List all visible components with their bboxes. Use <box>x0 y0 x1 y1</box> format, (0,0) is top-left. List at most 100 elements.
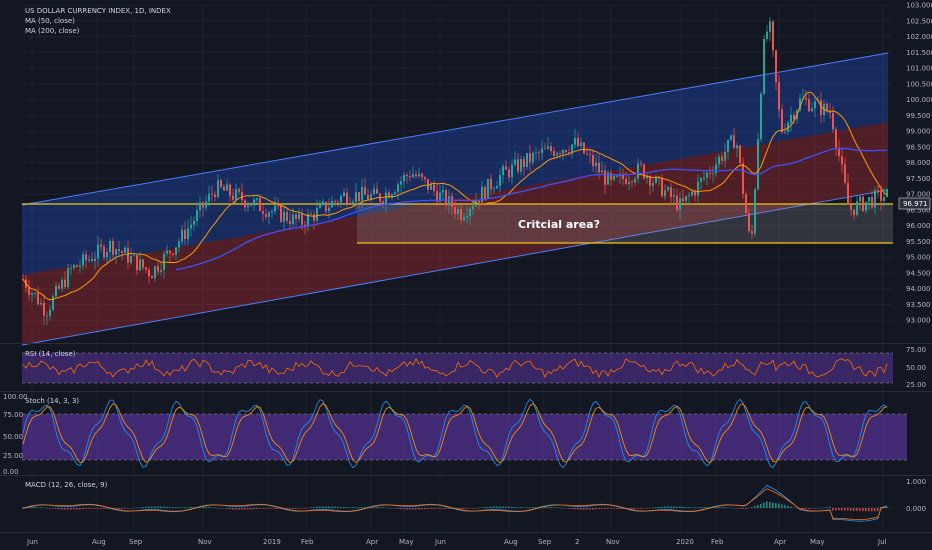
candle <box>250 205 252 207</box>
price-axis-label: 100.500 <box>906 80 932 88</box>
macd-bar <box>199 506 201 508</box>
channel-bottom-line <box>21 189 889 346</box>
candle <box>367 188 369 201</box>
candle <box>229 182 231 202</box>
macd-bar <box>469 508 471 509</box>
macd-bar <box>688 507 690 508</box>
candle <box>778 75 780 119</box>
macd-bar <box>805 508 807 510</box>
candle <box>76 264 78 268</box>
macd-bar <box>151 506 153 508</box>
candle <box>859 194 861 211</box>
candle <box>343 187 345 197</box>
price-axis[interactable]: 103.000 102.500 102.000 101.500 101.000 100.5… <box>906 2 932 325</box>
candle <box>688 192 690 205</box>
candle <box>418 167 420 179</box>
critical-area-box[interactable] <box>357 204 893 243</box>
candle <box>244 198 246 212</box>
price-axis-label: 95.500 <box>906 238 931 246</box>
macd-bar <box>181 507 183 508</box>
candle <box>313 210 315 230</box>
candle <box>775 49 777 91</box>
time-axis[interactable]: Jun Aug Sep Nov 2019 Feb Apr May Jun Aug Sep 2 Nov 20… <box>26 538 887 546</box>
ma200-legend: MA (200, close) <box>25 27 80 35</box>
macd-bar <box>244 508 246 510</box>
candle <box>46 311 48 325</box>
candle <box>31 290 33 303</box>
macd-bar <box>763 502 765 508</box>
candle <box>442 182 444 202</box>
candle <box>238 187 240 196</box>
candle <box>190 215 192 237</box>
macd-bar <box>784 505 786 508</box>
candle <box>112 237 114 261</box>
macd-bar <box>550 507 552 508</box>
macd-bar <box>826 507 828 508</box>
macd-bar <box>505 506 507 508</box>
macd-bar <box>859 508 861 512</box>
macd-bar <box>466 508 468 509</box>
candle <box>682 189 684 203</box>
macd-bar <box>445 508 447 509</box>
macd-bar <box>364 507 366 508</box>
candle <box>181 224 183 246</box>
candle <box>103 243 105 261</box>
macd-bar <box>634 508 636 509</box>
macd-bar <box>589 508 591 510</box>
macd-bar <box>802 508 804 510</box>
macd-bar <box>268 508 270 509</box>
candle <box>232 188 234 203</box>
macd-bar <box>811 508 813 509</box>
candle <box>505 159 507 170</box>
macd-bar <box>172 507 174 508</box>
macd-bar <box>652 507 654 508</box>
candle <box>100 238 102 252</box>
candle <box>352 199 354 208</box>
macd-bar <box>457 508 459 510</box>
macd-bar <box>307 507 309 509</box>
stoch-k-line <box>22 398 888 469</box>
candle <box>253 195 255 211</box>
macd-bar <box>838 508 840 511</box>
candle <box>211 185 213 202</box>
candle <box>325 201 327 215</box>
candle <box>172 252 174 257</box>
candle <box>40 298 42 307</box>
macd-bar <box>769 501 771 508</box>
critical-area-annotation[interactable]: Critcial area? <box>518 218 600 231</box>
candle <box>169 249 171 262</box>
candle <box>769 16 771 41</box>
macd-bar <box>394 508 396 509</box>
macd-bar <box>232 508 234 510</box>
time-axis-label: Feb <box>301 538 314 546</box>
candle <box>175 247 177 261</box>
macd-bar <box>28 506 30 508</box>
macd-bar <box>649 507 651 509</box>
candle <box>124 245 126 254</box>
macd-bar <box>334 506 336 508</box>
rsi-line <box>22 357 888 379</box>
macd-bar <box>361 507 363 508</box>
candle <box>673 188 675 204</box>
macd-bar <box>628 508 630 510</box>
price-axis-label: 93.500 <box>906 301 931 309</box>
candle <box>700 176 702 190</box>
candle <box>376 182 378 194</box>
macd-bar <box>325 506 327 508</box>
candle <box>697 174 699 203</box>
candle <box>646 173 648 184</box>
candle <box>865 201 867 214</box>
candle <box>721 152 723 165</box>
macd-bar <box>379 507 381 508</box>
channel-upper-fill <box>22 53 888 275</box>
candle <box>571 143 573 159</box>
candle <box>550 142 552 155</box>
macd-bar <box>139 507 141 508</box>
macd-bar <box>238 508 240 510</box>
macd-bar <box>79 508 81 510</box>
macd-bar <box>664 506 666 508</box>
macd-bar <box>211 507 213 508</box>
macd-bar <box>118 508 120 510</box>
macd-bar <box>220 508 222 509</box>
